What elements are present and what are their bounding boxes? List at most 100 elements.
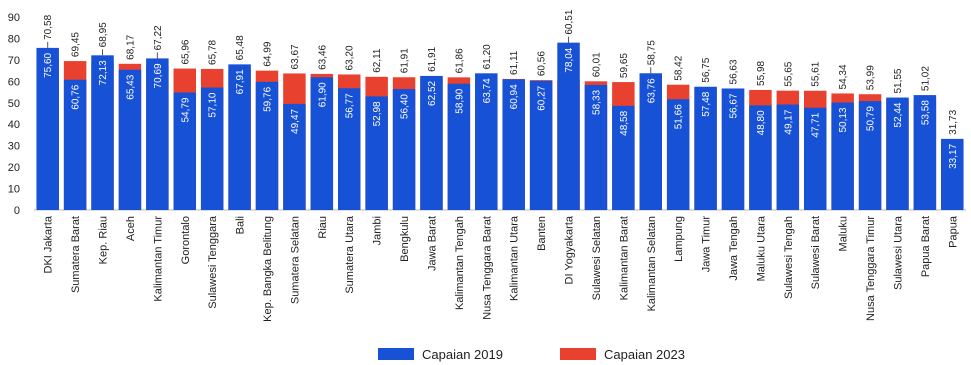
x-tick-label: Sulawesi Selatan <box>591 216 603 300</box>
data-label: 67,22 <box>153 25 164 50</box>
data-label: 56,77 <box>345 93 356 118</box>
bar <box>475 73 498 210</box>
x-tick-label: Kalimantan Selatan <box>646 216 658 311</box>
data-label: 63,67 <box>290 44 301 69</box>
y-tick-label: 90 <box>8 12 20 24</box>
data-label: 55,65 <box>783 61 794 86</box>
data-label: 52,44 <box>893 102 904 127</box>
x-tick-label: Banten <box>536 216 548 251</box>
data-label: 48,80 <box>756 110 767 135</box>
data-label: 50,13 <box>838 107 849 132</box>
data-label: 61,91 <box>400 48 411 73</box>
data-label: 72,13 <box>98 60 109 85</box>
legend-label: Capaian 2023 <box>604 347 685 362</box>
x-tick-label: Kalimantan Utara <box>509 215 521 301</box>
legend-swatch <box>560 348 596 360</box>
data-label: 47,71 <box>811 112 822 137</box>
bar <box>392 89 416 210</box>
data-label: 62,52 <box>427 80 438 105</box>
x-tick-label: Sulawesi Tenggara <box>207 215 219 309</box>
bar <box>941 138 964 210</box>
bar <box>118 69 142 211</box>
data-label: 51,66 <box>674 104 685 129</box>
x-tick-label: Gorontalo <box>180 216 192 264</box>
data-label: 60,01 <box>591 52 602 77</box>
x-tick-label: Lampung <box>673 216 685 262</box>
data-label: 69,45 <box>71 32 82 57</box>
bar <box>337 88 361 210</box>
data-label: 59,65 <box>619 53 630 78</box>
data-label: 61,90 <box>317 82 328 107</box>
bar <box>776 104 800 210</box>
data-label: 63,20 <box>345 45 356 70</box>
data-label: 57,48 <box>701 91 712 116</box>
bar <box>831 102 854 210</box>
data-label: 58,42 <box>674 55 685 80</box>
data-label: 70,69 <box>153 63 164 88</box>
data-label: 68,95 <box>98 22 109 47</box>
bar <box>529 80 553 210</box>
data-label: 67,91 <box>235 69 246 94</box>
x-tick-label: Sulawesi Tengah <box>783 216 795 299</box>
x-tick-label: Maluku Utara <box>755 215 767 281</box>
data-label: 55,98 <box>756 60 767 85</box>
x-tick-label: Jawa Timur <box>701 216 713 273</box>
data-label: 70,58 <box>43 14 54 39</box>
y-tick-label: 50 <box>8 98 20 110</box>
bar <box>255 81 279 211</box>
data-label: 65,78 <box>208 39 219 64</box>
x-tick-label: Jawa Tengah <box>728 216 740 281</box>
bar <box>721 88 745 210</box>
x-tick-label: Papua Barat <box>920 216 932 277</box>
bar <box>283 103 306 210</box>
data-label: 60,51 <box>564 9 575 34</box>
legend-swatch <box>378 348 414 360</box>
bar <box>228 64 251 210</box>
x-tick-label: Sumatera Utara <box>344 215 356 294</box>
data-label: 58,75 <box>646 40 657 65</box>
x-tick-label: Nusa Tenggara Timur <box>865 216 877 321</box>
x-tick-label: Kalimantan Timur <box>152 216 164 302</box>
data-label: 60,56 <box>537 51 548 76</box>
x-tick-label: Maluku <box>838 216 850 251</box>
x-tick-label: Papua <box>947 215 959 248</box>
data-label: 56,67 <box>729 93 740 118</box>
x-tick-label: Jambi <box>372 216 384 245</box>
data-label: 63,46 <box>317 44 328 69</box>
data-label: 50,79 <box>866 106 877 131</box>
x-tick-label: Bali <box>235 216 247 234</box>
data-label: 56,75 <box>701 57 712 82</box>
bar <box>612 105 635 210</box>
y-tick-label: 60 <box>8 76 20 88</box>
bar <box>886 97 909 210</box>
data-label: 53,99 <box>866 65 877 90</box>
data-label: 61,11 <box>509 50 520 75</box>
data-label: 56,63 <box>729 59 740 84</box>
data-label: 54,79 <box>180 97 191 122</box>
data-label: 68,17 <box>125 34 136 59</box>
data-label: 61,20 <box>482 44 493 69</box>
bar <box>63 79 87 210</box>
data-label: 64,99 <box>263 41 274 66</box>
bar <box>749 105 772 210</box>
bar <box>365 96 388 210</box>
data-label: 60,27 <box>537 85 548 110</box>
data-label: 51,02 <box>920 66 931 91</box>
data-label: 62,11 <box>372 48 383 73</box>
x-tick-label: DI Yogyakarta <box>564 215 576 284</box>
y-tick-label: 70 <box>8 55 20 67</box>
y-tick-label: 80 <box>8 33 20 45</box>
data-label: 60,94 <box>509 84 520 109</box>
x-tick-label: Riau <box>317 216 329 239</box>
bar <box>858 101 882 210</box>
y-tick-label: 30 <box>8 141 20 153</box>
bar <box>91 55 114 210</box>
data-label: 65,96 <box>180 39 191 64</box>
bar <box>666 99 690 210</box>
x-tick-label: Kalimantan Tengah <box>454 216 466 310</box>
data-label: 33,17 <box>948 143 959 168</box>
bar <box>803 107 827 210</box>
x-tick-label: Kep. Riau <box>98 216 110 264</box>
bar <box>557 42 580 211</box>
